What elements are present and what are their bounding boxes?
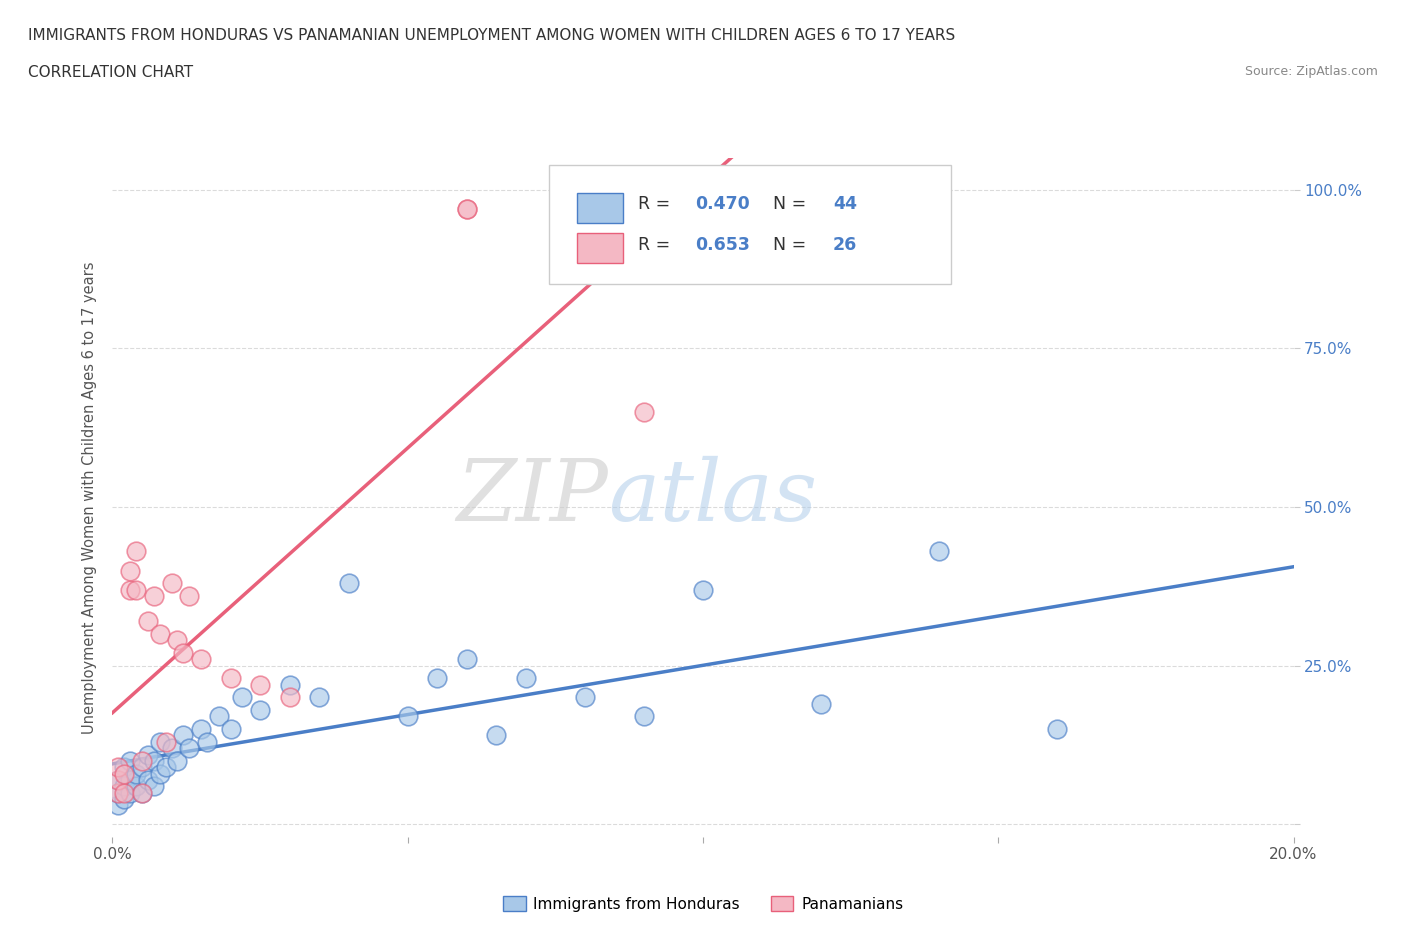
Point bbox=[231, 690, 253, 705]
Point bbox=[125, 766, 148, 781]
Text: R =: R = bbox=[638, 236, 676, 254]
Point bbox=[131, 785, 153, 800]
Text: IMMIGRANTS FROM HONDURAS VS PANAMANIAN UNEMPLOYMENT AMONG WOMEN WITH CHILDREN AG: IMMIGRANTS FROM HONDURAS VS PANAMANIAN U… bbox=[28, 28, 955, 43]
Point bbox=[515, 671, 537, 685]
Point bbox=[107, 785, 129, 800]
Point bbox=[160, 576, 183, 591]
Point bbox=[928, 544, 950, 559]
Text: atlas: atlas bbox=[609, 457, 818, 538]
Point bbox=[131, 753, 153, 768]
Point bbox=[166, 633, 188, 648]
Point bbox=[142, 778, 165, 793]
Point bbox=[179, 740, 201, 755]
Point bbox=[278, 690, 301, 705]
Point bbox=[574, 690, 596, 705]
Text: 26: 26 bbox=[832, 236, 858, 254]
Point bbox=[136, 614, 159, 629]
Point bbox=[112, 760, 135, 775]
Point bbox=[112, 785, 135, 800]
Point bbox=[456, 202, 478, 217]
Point bbox=[337, 576, 360, 591]
Point bbox=[179, 589, 201, 604]
Point bbox=[131, 785, 153, 800]
Text: 0.653: 0.653 bbox=[695, 236, 749, 254]
Point bbox=[125, 544, 148, 559]
FancyBboxPatch shape bbox=[576, 233, 623, 263]
Point bbox=[249, 703, 271, 718]
Text: 0.470: 0.470 bbox=[695, 195, 749, 213]
Text: R =: R = bbox=[638, 195, 676, 213]
Y-axis label: Unemployment Among Women with Children Ages 6 to 17 years: Unemployment Among Women with Children A… bbox=[82, 261, 97, 734]
Point bbox=[149, 766, 172, 781]
Point bbox=[208, 709, 231, 724]
Point bbox=[456, 202, 478, 217]
FancyBboxPatch shape bbox=[576, 193, 623, 222]
Point bbox=[190, 722, 212, 737]
Point bbox=[1046, 722, 1069, 737]
Point bbox=[120, 582, 142, 597]
Point bbox=[155, 760, 177, 775]
Point bbox=[692, 582, 714, 597]
Point bbox=[125, 582, 148, 597]
Point bbox=[308, 690, 330, 705]
Point bbox=[125, 778, 148, 793]
Point bbox=[172, 728, 194, 743]
Point bbox=[136, 773, 159, 788]
Point bbox=[112, 766, 135, 781]
Point bbox=[107, 798, 129, 813]
Point bbox=[633, 405, 655, 419]
Point bbox=[149, 735, 172, 750]
Text: ZIP: ZIP bbox=[457, 457, 609, 538]
Point bbox=[396, 709, 419, 724]
Point bbox=[107, 773, 129, 788]
Point bbox=[166, 753, 188, 768]
Point bbox=[142, 753, 165, 768]
Point bbox=[485, 728, 508, 743]
Legend: Immigrants from Honduras, Panamanians: Immigrants from Honduras, Panamanians bbox=[496, 889, 910, 918]
Text: N =: N = bbox=[762, 195, 811, 213]
Point bbox=[172, 645, 194, 660]
Point bbox=[120, 563, 142, 578]
Text: Source: ZipAtlas.com: Source: ZipAtlas.com bbox=[1244, 65, 1378, 78]
Point bbox=[195, 735, 218, 750]
Point bbox=[107, 773, 129, 788]
Point bbox=[456, 652, 478, 667]
Point bbox=[155, 735, 177, 750]
Point bbox=[190, 652, 212, 667]
Point bbox=[107, 760, 129, 775]
Point bbox=[219, 722, 242, 737]
Point bbox=[120, 753, 142, 768]
Point bbox=[131, 760, 153, 775]
Point bbox=[112, 791, 135, 806]
Point bbox=[219, 671, 242, 685]
Point bbox=[142, 589, 165, 604]
Point bbox=[149, 627, 172, 642]
Text: CORRELATION CHART: CORRELATION CHART bbox=[28, 65, 193, 80]
Text: N =: N = bbox=[762, 236, 811, 254]
Point bbox=[112, 778, 135, 793]
Point bbox=[120, 785, 142, 800]
Point bbox=[107, 785, 129, 800]
Point bbox=[136, 747, 159, 762]
Text: 44: 44 bbox=[832, 195, 856, 213]
Point bbox=[249, 677, 271, 692]
Point bbox=[633, 709, 655, 724]
FancyBboxPatch shape bbox=[550, 165, 950, 284]
Point bbox=[278, 677, 301, 692]
Point bbox=[160, 740, 183, 755]
Point bbox=[120, 773, 142, 788]
Point bbox=[426, 671, 449, 685]
Point bbox=[810, 697, 832, 711]
